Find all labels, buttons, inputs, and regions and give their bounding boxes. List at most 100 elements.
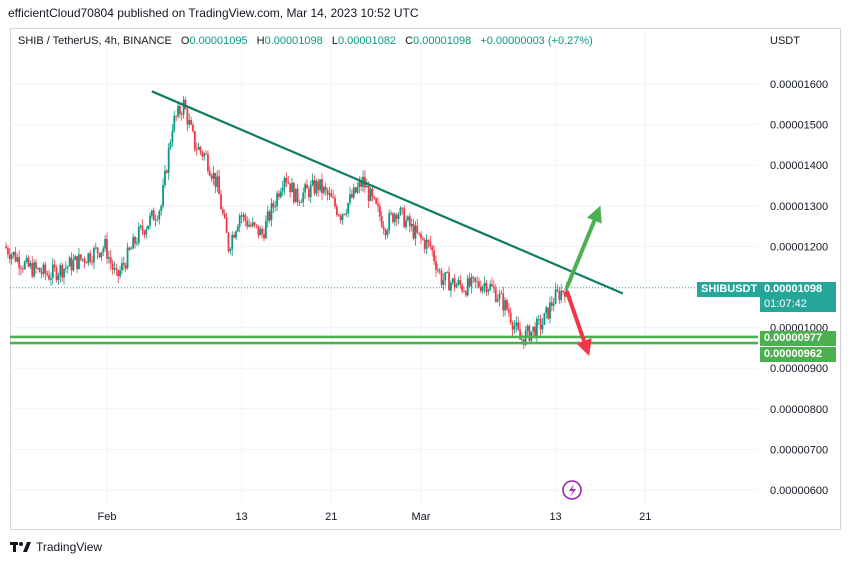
candle (20, 264, 22, 276)
candle (149, 212, 151, 230)
candle (229, 247, 232, 255)
candle (93, 245, 95, 270)
candle (330, 188, 333, 198)
candle (306, 179, 308, 189)
candle (459, 275, 462, 289)
drawings (10, 90, 758, 357)
candle (349, 187, 351, 206)
high-value: 0.00001098 (264, 35, 323, 47)
candle (436, 263, 439, 274)
candle (289, 183, 292, 198)
candle (560, 284, 563, 304)
candle (201, 149, 204, 161)
candle (33, 258, 36, 279)
candle (115, 263, 118, 276)
candle (410, 218, 413, 232)
price-tick-label: 0.00001600 (770, 79, 828, 91)
candle (294, 188, 297, 203)
candle (313, 175, 316, 196)
candle (526, 324, 529, 338)
candle (517, 316, 520, 332)
grid-lines (10, 29, 758, 505)
candle (180, 111, 183, 121)
candle (347, 202, 350, 218)
candle (208, 166, 211, 177)
candle (339, 213, 342, 224)
candle (207, 150, 209, 175)
candle (350, 189, 353, 199)
candle (545, 305, 548, 319)
candle (279, 187, 282, 199)
candle (16, 253, 19, 263)
support-tag-upper: 0.00000977 (760, 331, 836, 346)
candle (12, 251, 15, 259)
publisher-name[interactable]: efficientCloud70804 (8, 6, 114, 20)
candle (8, 248, 11, 264)
candle (266, 205, 269, 228)
open-label: O (180, 35, 190, 47)
candle (431, 244, 434, 257)
candle (21, 265, 24, 274)
candle (547, 307, 549, 320)
candle (31, 256, 34, 279)
candle (354, 186, 357, 194)
flash-icon[interactable] (562, 480, 582, 500)
symbol-title[interactable]: SHIB / TetherUS, 4h, BINANCE (18, 35, 172, 47)
candle (242, 212, 245, 223)
candle (356, 182, 359, 194)
candle (421, 236, 424, 241)
price-tick-label: 0.00000600 (770, 485, 828, 497)
chart-frame (10, 28, 841, 530)
candle (145, 226, 148, 239)
price-axis-unit: USDT (770, 35, 800, 47)
candle (401, 207, 404, 215)
candle (502, 286, 505, 317)
candle (457, 276, 460, 287)
candle (487, 288, 490, 296)
candle (539, 314, 542, 337)
candle (554, 282, 557, 305)
candle (55, 265, 58, 283)
candle (50, 272, 52, 286)
candle (332, 189, 335, 199)
candle (117, 269, 120, 284)
candle (113, 261, 116, 274)
candle (231, 231, 234, 256)
time-tick-label: Feb (98, 511, 117, 523)
candle (5, 242, 7, 250)
candle (564, 287, 566, 303)
candle (257, 225, 260, 239)
candle (427, 238, 430, 248)
candle (42, 262, 45, 277)
candle (137, 222, 140, 246)
candle (59, 263, 62, 283)
candle (300, 198, 303, 203)
candle (378, 202, 381, 222)
candle (205, 150, 207, 155)
bar-countdown: 01:07:42 (760, 297, 836, 312)
candle (375, 197, 378, 205)
candle (382, 220, 385, 235)
candle (535, 316, 538, 343)
candle (66, 265, 69, 274)
candle (307, 186, 310, 202)
candle (264, 215, 267, 239)
candle (483, 276, 486, 294)
candle (549, 296, 551, 324)
candle (304, 182, 307, 199)
candle (528, 324, 531, 342)
tradingview-branding[interactable]: TradingView (10, 540, 102, 554)
candle (435, 255, 437, 277)
candle (326, 187, 329, 201)
candle (72, 253, 75, 272)
candle (139, 224, 142, 230)
candle (442, 273, 445, 291)
candle (397, 211, 400, 224)
candle (369, 186, 372, 202)
candle (481, 284, 484, 294)
candle (414, 221, 417, 246)
up-arrow (564, 205, 602, 289)
candle (470, 273, 473, 294)
candle (509, 307, 512, 326)
